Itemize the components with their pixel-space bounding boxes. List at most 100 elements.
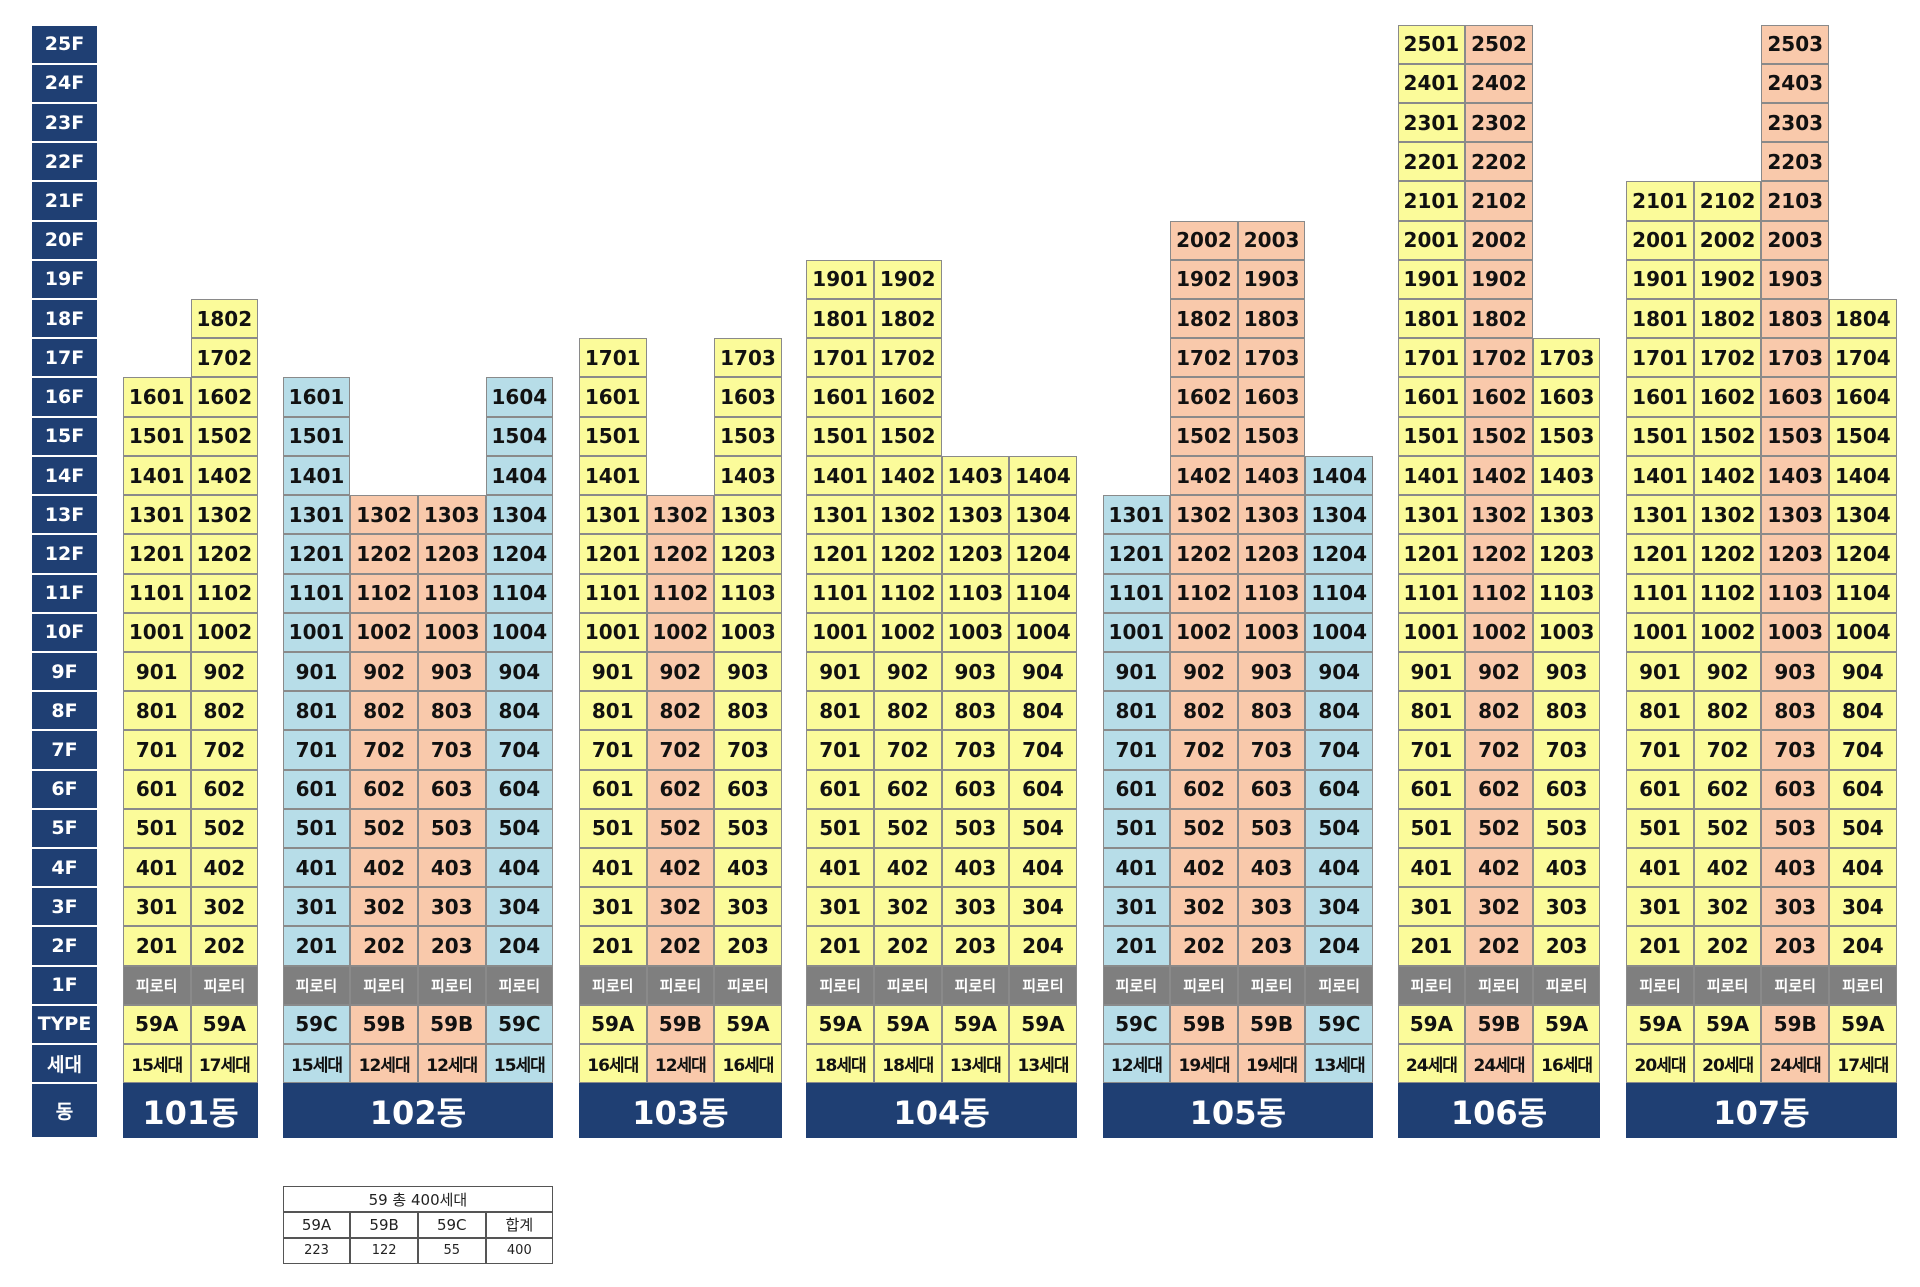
piloti-cell: 피로티 — [350, 965, 418, 1005]
floor-label: 10F — [30, 612, 99, 652]
unit-cell: 403 — [1532, 848, 1601, 888]
household-count-cell: 20세대 — [1693, 1044, 1762, 1084]
unit-cell: 401 — [578, 848, 647, 888]
unit-cell: 701 — [1626, 730, 1694, 770]
unit-cell: 1404 — [485, 455, 554, 496]
household-count-cell: 12세대 — [1102, 1044, 1171, 1084]
unit-cell: 1502 — [873, 416, 942, 456]
unit-cell: 701 — [806, 730, 874, 770]
unit-cell: 501 — [1626, 808, 1694, 848]
unit-cell: 901 — [122, 651, 191, 692]
unit-cell: 204 — [485, 926, 554, 966]
unit-cell: 401 — [806, 848, 874, 888]
unit-cell: 602 — [873, 769, 942, 809]
unit-cell: 1601 — [282, 377, 351, 417]
unit-cell: 1602 — [190, 377, 259, 417]
household-count-cell: 12세대 — [417, 1044, 486, 1084]
floor-label: 3F — [30, 887, 99, 927]
unit-cell: 901 — [282, 651, 351, 692]
unit-cell: 903 — [941, 651, 1010, 692]
unit-cell: 302 — [1170, 887, 1238, 927]
unit-cell: 1302 — [350, 495, 418, 535]
unit-cell: 801 — [122, 691, 191, 731]
summary-value: 122 — [350, 1237, 418, 1264]
unit-cell: 1302 — [1465, 495, 1533, 535]
summary-header: 합계 — [485, 1211, 554, 1238]
piloti-cell: 피로티 — [1465, 965, 1533, 1005]
unit-cell: 1503 — [1761, 416, 1830, 456]
unit-cell: 1803 — [1761, 299, 1830, 339]
unit-cell: 603 — [417, 769, 486, 809]
unit-cell: 903 — [714, 651, 782, 692]
unit-type-cell: 59B — [1170, 1004, 1238, 1045]
floor-label: 16F — [30, 377, 99, 417]
piloti-cell: 피로티 — [578, 965, 647, 1005]
unit-cell: 1002 — [1465, 612, 1533, 652]
household-count-cell: 15세대 — [485, 1044, 554, 1084]
unit-cell: 1203 — [1532, 534, 1601, 574]
unit-cell: 1602 — [1465, 377, 1533, 417]
unit-cell: 903 — [1761, 651, 1830, 692]
unit-cell: 902 — [873, 651, 942, 692]
unit-cell: 201 — [578, 926, 647, 966]
unit-cell: 702 — [646, 730, 715, 770]
floor-label: 17F — [30, 338, 99, 378]
floor-label: 19F — [30, 259, 99, 300]
unit-cell: 504 — [1305, 808, 1373, 848]
unit-type-cell: 59A — [190, 1004, 259, 1045]
unit-cell: 1104 — [485, 573, 554, 613]
unit-cell: 1203 — [417, 534, 486, 574]
unit-type-cell: 59A — [941, 1004, 1010, 1045]
unit-cell: 603 — [1237, 769, 1306, 809]
floor-label: 6F — [30, 769, 99, 809]
unit-cell: 602 — [1693, 769, 1762, 809]
unit-cell: 301 — [1626, 887, 1694, 927]
unit-cell: 901 — [1102, 651, 1171, 692]
unit-cell: 1501 — [122, 416, 191, 456]
unit-cell: 204 — [1009, 926, 1077, 966]
unit-cell: 901 — [1397, 651, 1466, 692]
piloti-cell: 피로티 — [122, 965, 191, 1005]
unit-cell: 201 — [1102, 926, 1171, 966]
unit-cell: 1301 — [578, 495, 647, 535]
unit-cell: 503 — [714, 808, 782, 848]
unit-cell: 404 — [485, 848, 554, 888]
unit-cell: 1101 — [806, 573, 874, 613]
unit-cell: 1502 — [1170, 416, 1238, 456]
unit-cell: 401 — [282, 848, 351, 888]
unit-cell: 1202 — [1465, 534, 1533, 574]
unit-cell: 1702 — [190, 338, 259, 378]
unit-cell: 1003 — [1761, 612, 1830, 652]
household-count-cell: 16세대 — [578, 1044, 647, 1084]
unit-cell: 1301 — [806, 495, 874, 535]
unit-cell: 2501 — [1397, 24, 1466, 64]
unit-cell: 1201 — [578, 534, 647, 574]
unit-type-cell: 59C — [1102, 1004, 1171, 1045]
unit-cell: 202 — [1465, 926, 1533, 966]
unit-cell: 801 — [806, 691, 874, 731]
unit-cell: 1102 — [190, 573, 259, 613]
unit-cell: 1301 — [1397, 495, 1466, 535]
unit-cell: 1702 — [1170, 338, 1238, 378]
unit-cell: 2101 — [1397, 181, 1466, 221]
unit-type-cell: 59A — [806, 1004, 874, 1045]
unit-cell: 1501 — [806, 416, 874, 456]
unit-cell: 1604 — [485, 377, 554, 417]
unit-cell: 1202 — [873, 534, 942, 574]
unit-cell: 1201 — [1397, 534, 1466, 574]
unit-cell: 703 — [1761, 730, 1830, 770]
unit-cell: 1104 — [1009, 573, 1077, 613]
unit-cell: 1201 — [282, 534, 351, 574]
unit-cell: 703 — [1532, 730, 1601, 770]
unit-cell: 703 — [714, 730, 782, 770]
unit-cell: 1002 — [1693, 612, 1762, 652]
unit-cell: 402 — [1170, 848, 1238, 888]
unit-cell: 1504 — [1829, 416, 1897, 456]
unit-type-cell: 59A — [873, 1004, 942, 1045]
unit-cell: 802 — [1693, 691, 1762, 731]
unit-cell: 1902 — [1693, 259, 1762, 300]
unit-cell: 503 — [1761, 808, 1830, 848]
unit-cell: 403 — [714, 848, 782, 888]
unit-cell: 201 — [122, 926, 191, 966]
